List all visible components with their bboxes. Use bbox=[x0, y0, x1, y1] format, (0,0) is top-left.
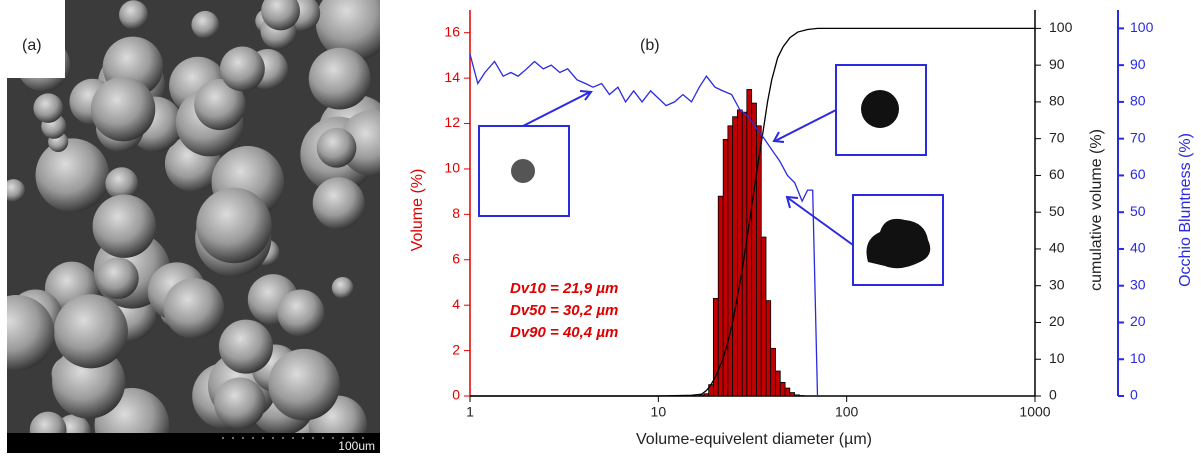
y2-tick-label: 90 bbox=[1049, 56, 1065, 72]
bar bbox=[737, 110, 742, 396]
annotation: Dv10 = 21,9 µm bbox=[510, 280, 618, 297]
arrow bbox=[775, 110, 836, 141]
y3-tick-label: 0 bbox=[1130, 387, 1138, 403]
y-tick-label: 2 bbox=[452, 341, 460, 357]
particle bbox=[317, 128, 357, 168]
particle bbox=[268, 349, 340, 421]
x-tick-label: 1000 bbox=[1019, 404, 1050, 420]
y2-tick-label: 80 bbox=[1049, 93, 1065, 109]
y3-tick-label: 30 bbox=[1130, 276, 1146, 292]
y-tick-label: 6 bbox=[452, 250, 460, 266]
panel-label: (a) bbox=[22, 37, 42, 54]
particle bbox=[332, 277, 354, 299]
y3-tick-label: 60 bbox=[1130, 166, 1146, 182]
y3-tick-label: 80 bbox=[1130, 93, 1146, 109]
bar bbox=[713, 298, 718, 396]
particle bbox=[191, 11, 219, 39]
y2-tick-label: 20 bbox=[1049, 313, 1065, 329]
y2-tick-label: 60 bbox=[1049, 166, 1065, 182]
y2-tick-label: 0 bbox=[1049, 387, 1057, 403]
arrow bbox=[788, 198, 853, 245]
y-tick-label: 12 bbox=[444, 114, 460, 130]
particle bbox=[214, 377, 265, 428]
x-tick-label: 100 bbox=[835, 404, 859, 420]
arrow bbox=[523, 92, 590, 126]
bar bbox=[785, 388, 790, 396]
bar bbox=[776, 371, 781, 396]
y-tick-label: 14 bbox=[444, 69, 460, 85]
particle bbox=[93, 194, 156, 257]
chart: (b) Volume-equivelent diameter (µm) Volu… bbox=[409, 10, 1194, 448]
bar bbox=[752, 103, 757, 396]
y3-tick-label: 100 bbox=[1130, 19, 1154, 35]
y-tick-label: 16 bbox=[444, 23, 460, 39]
x-axis-title: Volume-equivelent diameter (µm) bbox=[636, 431, 872, 448]
particle bbox=[91, 77, 155, 141]
insets bbox=[479, 65, 943, 285]
x-tick-label: 1 bbox=[466, 404, 474, 420]
sem-image: 100um (a) bbox=[0, 0, 405, 459]
bar bbox=[771, 348, 776, 396]
particle bbox=[119, 0, 148, 29]
particle bbox=[309, 48, 371, 110]
particle bbox=[277, 289, 324, 336]
bar bbox=[790, 393, 795, 396]
particle bbox=[220, 47, 265, 92]
bar bbox=[795, 395, 800, 396]
y2-tick-label: 50 bbox=[1049, 203, 1065, 219]
y2-tick-label: 40 bbox=[1049, 240, 1065, 256]
y3-tick-label: 90 bbox=[1130, 56, 1146, 72]
particle bbox=[97, 257, 139, 299]
y3-tick-label: 20 bbox=[1130, 313, 1146, 329]
annotation: Dv90 = 40,4 µm bbox=[510, 324, 618, 341]
inset-particle bbox=[511, 159, 535, 183]
y-tick-label: 0 bbox=[452, 387, 460, 403]
particle bbox=[313, 177, 365, 229]
panel-label: (b) bbox=[640, 37, 660, 54]
bar bbox=[704, 394, 709, 396]
bar bbox=[699, 395, 704, 396]
y2-axis-title: cumulative volume (%) bbox=[1088, 129, 1105, 291]
inset-particle bbox=[861, 90, 899, 128]
particle bbox=[54, 294, 128, 368]
particle bbox=[219, 320, 273, 374]
bar bbox=[728, 126, 733, 396]
y-tick-label: 10 bbox=[444, 160, 460, 176]
x-tick-label: 10 bbox=[651, 404, 667, 420]
y2-tick-label: 30 bbox=[1049, 276, 1065, 292]
y-axis-title: Volume (%) bbox=[409, 169, 426, 252]
scale-bar-label: 100um bbox=[338, 439, 375, 453]
bar bbox=[747, 89, 752, 396]
y3-tick-label: 10 bbox=[1130, 350, 1146, 366]
sem-footer bbox=[7, 433, 380, 453]
particle bbox=[36, 138, 110, 212]
particle bbox=[196, 188, 271, 263]
y-tick-label: 8 bbox=[452, 205, 460, 221]
bar bbox=[733, 117, 738, 396]
y3-tick-label: 70 bbox=[1130, 129, 1146, 145]
bar bbox=[766, 301, 771, 396]
annotation: Dv50 = 30,2 µm bbox=[510, 302, 618, 319]
y2-tick-label: 10 bbox=[1049, 350, 1065, 366]
y2-tick-label: 100 bbox=[1049, 19, 1073, 35]
y3-tick-label: 50 bbox=[1130, 203, 1146, 219]
bar bbox=[780, 382, 785, 396]
bar bbox=[761, 237, 766, 396]
y3-axis-title: Occhio Bluntness (%) bbox=[1177, 133, 1194, 287]
y-tick-label: 4 bbox=[452, 296, 460, 312]
particle bbox=[33, 93, 63, 123]
y3-tick-label: 40 bbox=[1130, 240, 1146, 256]
y2-tick-label: 70 bbox=[1049, 129, 1065, 145]
particle bbox=[2, 179, 25, 202]
particle bbox=[163, 278, 223, 338]
